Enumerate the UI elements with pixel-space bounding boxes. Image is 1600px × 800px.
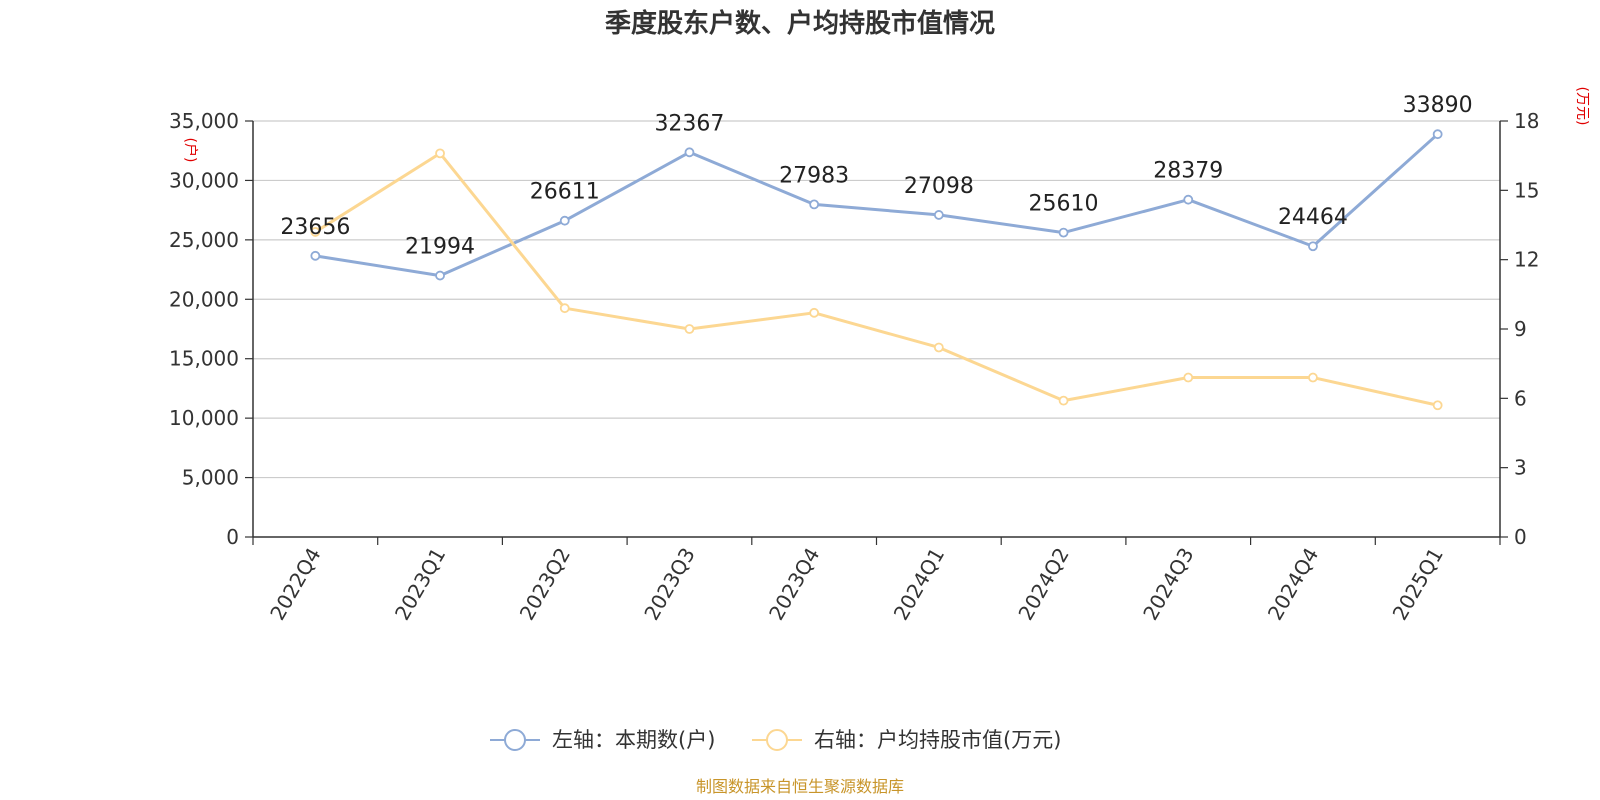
legend: 左轴：本期数(户) 右轴：户均持股市值(万元) — [490, 728, 1061, 752]
data-source-note: 制图数据来自恒生聚源数据库 — [696, 777, 904, 796]
data-label: 27983 — [779, 163, 849, 188]
right-series-point — [1432, 400, 1443, 411]
left-series-point — [1183, 194, 1194, 205]
right-axis-tick-label: 3 — [1514, 456, 1527, 480]
data-label: 25610 — [1029, 192, 1099, 217]
right-axis-tick-label: 18 — [1514, 109, 1539, 133]
data-label: 21994 — [405, 235, 475, 260]
left-series-point — [1432, 129, 1443, 140]
legend-item-right-series[interactable]: 右轴：户均持股市值(万元) — [752, 728, 1061, 752]
left-axis-tick-label: 15,000 — [169, 347, 239, 371]
right-series-point — [559, 303, 570, 314]
right-axis-tick-label: 9 — [1514, 317, 1527, 341]
right-series-point — [1058, 395, 1069, 406]
left-series-point — [435, 270, 445, 281]
legend-circle-icon — [504, 729, 526, 751]
axes: 0 5,000 10,000 15,000 20,000 25,000 30,000 35,0… — [169, 109, 1539, 624]
left-axis-tick-label: 20,000 — [169, 287, 239, 311]
left-series-point — [684, 147, 695, 158]
data-label: 26611 — [530, 180, 600, 205]
left-series-point — [1308, 241, 1318, 252]
right-series-point — [1308, 372, 1318, 383]
left-axis-tick-label: 35,000 — [169, 109, 239, 133]
left-axis-tick-label: 25,000 — [169, 228, 239, 252]
left-axis-unit: (户) — [182, 138, 199, 163]
left-series-point — [1058, 227, 1069, 238]
data-label: 33890 — [1403, 93, 1473, 118]
x-axis-tick-label: 2023Q4 — [764, 544, 824, 625]
data-labels: 23656 21994 26611 32367 27983 27098 25610 28379… — [280, 93, 1472, 259]
legend-item-left-series[interactable]: 左轴：本期数(户) — [490, 728, 715, 752]
right-series-line — [314, 151, 1438, 407]
data-label: 32367 — [654, 111, 724, 136]
right-series-point — [933, 342, 944, 353]
data-label: 27098 — [904, 174, 974, 199]
x-axis-tick-label: 2024Q1 — [889, 544, 949, 625]
left-axis-tick-label: 5,000 — [182, 466, 239, 490]
right-series-point — [435, 148, 445, 159]
right-series-point — [684, 324, 695, 334]
left-axis-tick-label: 0 — [226, 525, 239, 549]
x-axis-tick-label: 2024Q4 — [1263, 544, 1323, 625]
grid-lines — [253, 120, 1500, 479]
right-axis-tick-label: 12 — [1514, 248, 1539, 272]
left-series-point — [310, 250, 321, 261]
right-series-point — [809, 307, 820, 318]
x-axis-tick-label: 2022Q4 — [265, 544, 325, 625]
x-axis-tick-label: 2024Q2 — [1013, 544, 1073, 625]
x-axis-tick-label: 2023Q1 — [390, 544, 450, 625]
x-axis-tick-label: 2025Q1 — [1388, 544, 1448, 625]
x-axis-tick-label: 2024Q3 — [1138, 544, 1198, 625]
left-series-point — [809, 199, 820, 210]
left-series-line — [315, 133, 1439, 278]
data-label: 24464 — [1278, 205, 1348, 230]
right-axis-tick-label: 0 — [1514, 525, 1527, 549]
right-series-point — [310, 227, 321, 237]
x-axis-tick-label: 2023Q3 — [639, 544, 699, 625]
right-axis-unit: (万元) — [1574, 87, 1590, 126]
left-series-point — [559, 215, 570, 226]
series — [310, 129, 1443, 411]
x-axis-tick-label: 2023Q2 — [515, 544, 575, 625]
left-axis-tick-label: 10,000 — [169, 406, 239, 430]
left-axis-tick-label: 30,000 — [169, 168, 239, 192]
data-label: 23656 — [280, 215, 350, 240]
legend-circle-icon — [766, 729, 788, 751]
chart-title: 季度股东户数、户均持股市值情况 — [605, 8, 995, 39]
right-axis-tick-label: 15 — [1514, 178, 1539, 202]
data-label: 28379 — [1153, 159, 1223, 184]
legend-label-left-series: 左轴：本期数(户) — [552, 728, 715, 752]
legend-label-right-series: 右轴：户均持股市值(万元) — [814, 728, 1061, 752]
left-series-point — [933, 210, 944, 220]
right-series-point — [1183, 372, 1194, 383]
right-axis-tick-label: 6 — [1514, 386, 1527, 410]
